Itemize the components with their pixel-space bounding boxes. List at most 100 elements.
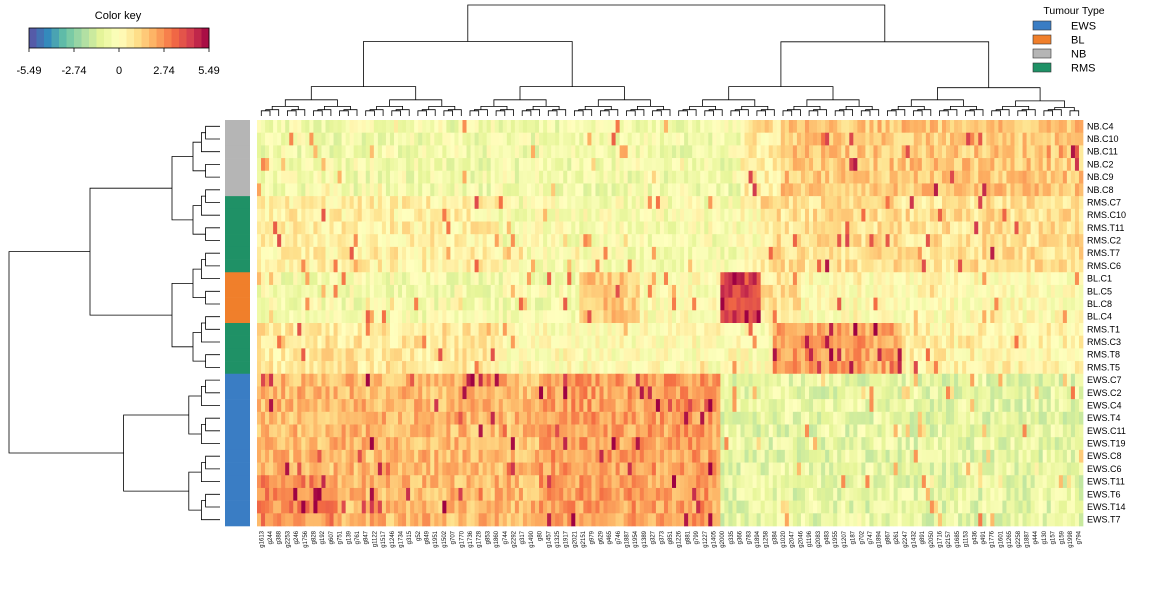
heatmap-cell [788,246,794,260]
row-dendrogram-branch [201,500,220,521]
heatmap-cell [732,335,737,349]
heatmap-cell [281,284,286,298]
heatmap-cell [950,284,955,298]
heatmap-cell [663,310,669,324]
heatmap-cell [369,183,375,197]
heatmap-cell [406,399,411,413]
heatmap-cell [929,145,935,159]
heatmap-cell [265,208,270,222]
heatmap-cell [1002,158,1007,172]
heatmap-cell [659,399,665,413]
heatmap-cell [257,120,262,134]
heatmap-cell [1070,335,1076,349]
heatmap-cell [672,234,677,248]
heatmap-cell [655,373,661,387]
heatmap-cell [309,145,314,159]
heatmap-cell [462,411,467,425]
heatmap-cell [857,208,862,222]
heatmap-cell [406,335,411,349]
heatmap-cell [966,234,971,248]
heatmap-cell [498,399,504,413]
heatmap-cell [615,310,620,324]
heatmap-cell [498,310,504,324]
heatmap-cell [257,196,262,210]
heatmap-cell [635,310,641,324]
heatmap-cell [748,297,753,311]
heatmap-cell [349,170,355,184]
heatmap-cell [309,310,314,324]
column-dendrogram-branch [339,110,349,116]
heatmap-cell [752,120,757,134]
heatmap-cell [514,234,520,248]
heatmap-cell [676,297,681,311]
heatmap-cell [946,335,951,349]
heatmap-cell [921,145,927,159]
heatmap-cell [474,297,479,311]
heatmap-cell [647,297,653,311]
heatmap-cell [659,386,665,400]
heatmap-cell [619,297,625,311]
heatmap-cell [1034,310,1040,324]
heatmap-cell [950,145,955,159]
heatmap-cell [349,411,355,425]
heatmap-cell [1034,399,1040,413]
heatmap-cell [776,246,782,260]
heatmap-cell [329,297,334,311]
heatmap-cell [704,145,709,159]
heatmap-cell [877,348,882,362]
heatmap-cell [1066,323,1072,337]
heatmap-cell [651,310,657,324]
heatmap-cell [760,234,766,248]
heatmap-cell [365,259,371,273]
heatmap-cell [970,221,975,235]
heatmap-cell [1018,196,1023,210]
color-key-tick-label: 0 [116,65,122,77]
heatmap-cell [579,272,584,286]
heatmap-cell [1022,297,1027,311]
heatmap-cell [607,145,612,159]
heatmap-cell [659,297,665,311]
heatmap-cell [720,158,725,172]
heatmap-cell [825,310,830,324]
heatmap-cell [962,183,967,197]
heatmap-cell [627,373,633,387]
heatmap-cell [623,246,629,260]
heatmap-cell [712,335,717,349]
heatmap-cell [478,183,483,197]
heatmap-cell [530,132,536,146]
heatmap-cell [720,361,725,375]
heatmap-cell [1010,373,1015,387]
heatmap-cell [748,208,753,222]
column-dendrogram-branch [310,86,417,100]
heatmap-cell [345,348,351,362]
heatmap-cell [659,158,665,172]
heatmap-cell [410,170,415,184]
heatmap-cell [861,272,866,286]
heatmap-cell [962,246,967,260]
heatmap-cell [619,132,625,146]
heatmap-cell [599,284,604,298]
heatmap-cell [756,310,762,324]
heatmap-cell [647,272,653,286]
heatmap-cell [897,170,903,184]
heatmap-cell [317,399,322,413]
heatmap-cell [639,196,645,210]
heatmap-cell [567,310,572,324]
heatmap-cell [655,196,661,210]
heatmap-cell [655,361,661,375]
heatmap-cell [885,310,890,324]
heatmap-cell [498,411,504,425]
heatmap-cell [958,361,963,375]
heatmap-cell [559,208,564,222]
heatmap-cell [704,348,709,362]
heatmap-cell [623,208,629,222]
heatmap-cell [631,272,637,286]
heatmap-cell [410,259,415,273]
heatmap-cell [365,183,371,197]
heatmap-cell [599,183,604,197]
heatmap-cell [635,323,641,337]
heatmap-cell [450,411,455,425]
heatmap-cell [547,399,552,413]
heatmap-cell [829,335,834,349]
heatmap-cell [905,145,911,159]
